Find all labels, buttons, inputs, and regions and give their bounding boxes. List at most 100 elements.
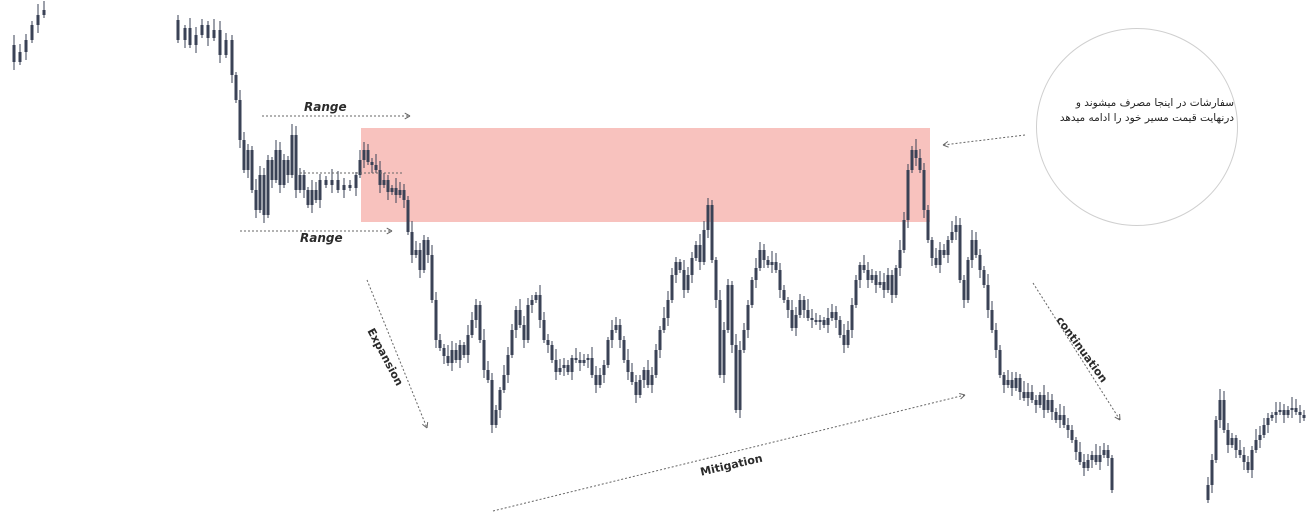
candle-body — [542, 320, 546, 340]
candle-body — [842, 335, 846, 345]
candle-body — [850, 305, 854, 330]
candle-body — [188, 28, 192, 45]
candle-body — [422, 240, 426, 270]
candle-body — [1070, 430, 1074, 440]
candle-body — [1222, 400, 1226, 430]
candle-body — [786, 300, 790, 310]
candle-body — [642, 370, 646, 380]
candle-body — [610, 330, 614, 340]
candle-body — [1230, 438, 1234, 445]
candle-body — [718, 300, 722, 375]
candle-body — [238, 100, 242, 140]
candle-body — [1058, 415, 1062, 420]
candle-body — [490, 380, 494, 425]
candle-body — [774, 262, 778, 270]
candle-body — [426, 240, 430, 255]
range-top-arrow-head — [404, 115, 411, 120]
candle-body — [578, 360, 582, 363]
candle-body — [778, 270, 782, 290]
candle-body — [310, 190, 314, 205]
candle-body — [348, 185, 352, 188]
candle-body — [230, 40, 234, 75]
candle-body — [200, 25, 204, 35]
range-top-arrow-head — [404, 112, 411, 117]
range-label-top: Range — [304, 100, 347, 114]
candle-body — [302, 175, 306, 190]
candle-body — [874, 275, 878, 285]
candle-body — [414, 250, 418, 255]
candle-body — [590, 358, 594, 375]
candle-body — [1066, 425, 1070, 430]
candle-body — [882, 282, 886, 290]
candle-body — [466, 335, 470, 355]
candle-body — [1046, 400, 1050, 410]
candle-body — [538, 295, 542, 320]
candle-body — [598, 375, 602, 385]
candle-body — [1022, 392, 1026, 398]
candle-body — [706, 205, 710, 230]
candle-body — [266, 160, 270, 215]
candle-body — [1278, 410, 1282, 412]
candle-body — [358, 160, 362, 175]
expansion-arrow — [366, 279, 428, 429]
candle-body — [1210, 460, 1214, 485]
candle-body — [562, 365, 566, 368]
candle-body — [510, 330, 514, 355]
candle-body — [726, 285, 730, 330]
candle-body — [770, 262, 774, 265]
candle-body — [450, 350, 454, 363]
candle-body — [1262, 425, 1266, 435]
candle-body — [1062, 415, 1066, 425]
candle-body — [330, 180, 334, 185]
supply-zone — [361, 128, 930, 222]
candle-body — [998, 350, 1002, 375]
candle-body — [438, 340, 442, 348]
candle-body — [1090, 455, 1094, 460]
candle-body — [762, 250, 766, 260]
candle-body — [670, 275, 674, 300]
candle-body — [378, 170, 382, 185]
candle-body — [898, 250, 902, 268]
candle-body — [714, 260, 718, 300]
candle-body — [742, 330, 746, 350]
candle-body — [522, 325, 526, 340]
candle-body — [1110, 458, 1114, 490]
note-arrow — [942, 134, 1026, 146]
candle-body — [458, 345, 462, 360]
expansion-arrow-head — [426, 421, 429, 429]
candle-body — [1206, 485, 1210, 500]
candle-body — [1282, 410, 1286, 415]
candle-body — [324, 180, 328, 185]
candle-body — [586, 358, 590, 360]
candle-body — [1038, 395, 1042, 405]
candle-body — [810, 318, 814, 320]
candle-body — [634, 382, 638, 395]
candle-body — [814, 320, 818, 322]
candle-body — [298, 175, 302, 190]
candle-body — [722, 330, 726, 375]
candle-body — [410, 232, 414, 255]
candle-body — [858, 265, 862, 280]
candle-body — [794, 315, 798, 328]
candle-body — [734, 345, 738, 410]
candle-body — [982, 270, 986, 285]
candle-body — [1074, 440, 1078, 452]
candle-body — [602, 365, 606, 375]
candle-body — [234, 75, 238, 100]
candle-body — [546, 340, 550, 345]
candle-body — [286, 160, 290, 175]
candle-body — [890, 275, 894, 295]
candle-body — [498, 390, 502, 410]
candle-body — [176, 20, 180, 40]
candle-body — [806, 310, 810, 318]
candle-body — [470, 320, 474, 335]
candle-body — [802, 300, 806, 310]
candle-body — [854, 280, 858, 305]
continuation-arrow-head — [1114, 416, 1121, 421]
candle-body — [638, 380, 642, 395]
candle-body — [1054, 412, 1058, 420]
candle-body — [830, 312, 834, 318]
candle-body — [534, 295, 538, 300]
candle-body — [970, 240, 974, 260]
